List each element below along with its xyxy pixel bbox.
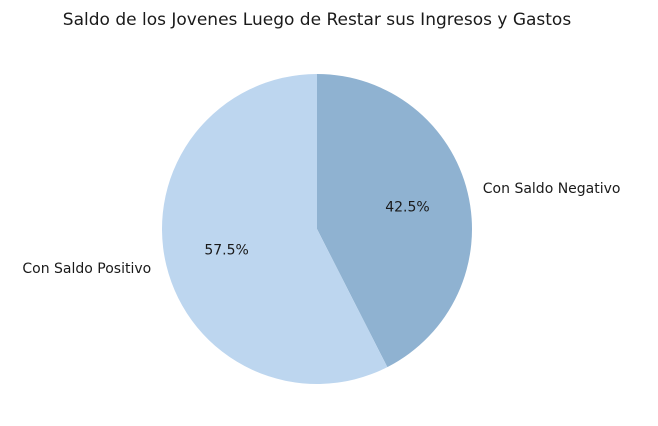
pie-category-label-1: Con Saldo Positivo [22, 261, 151, 277]
pie-slice-1 [161, 74, 388, 384]
pie-pct-label-0: 42.5% [385, 199, 429, 215]
chart-title: Saldo de los Jovenes Luego de Restar sus… [62, 10, 572, 30]
pie-category-label-0: Con Saldo Negativo [483, 181, 621, 197]
pie-slice-0 [317, 74, 472, 368]
pie-pct-label-1: 57.5% [204, 243, 248, 259]
